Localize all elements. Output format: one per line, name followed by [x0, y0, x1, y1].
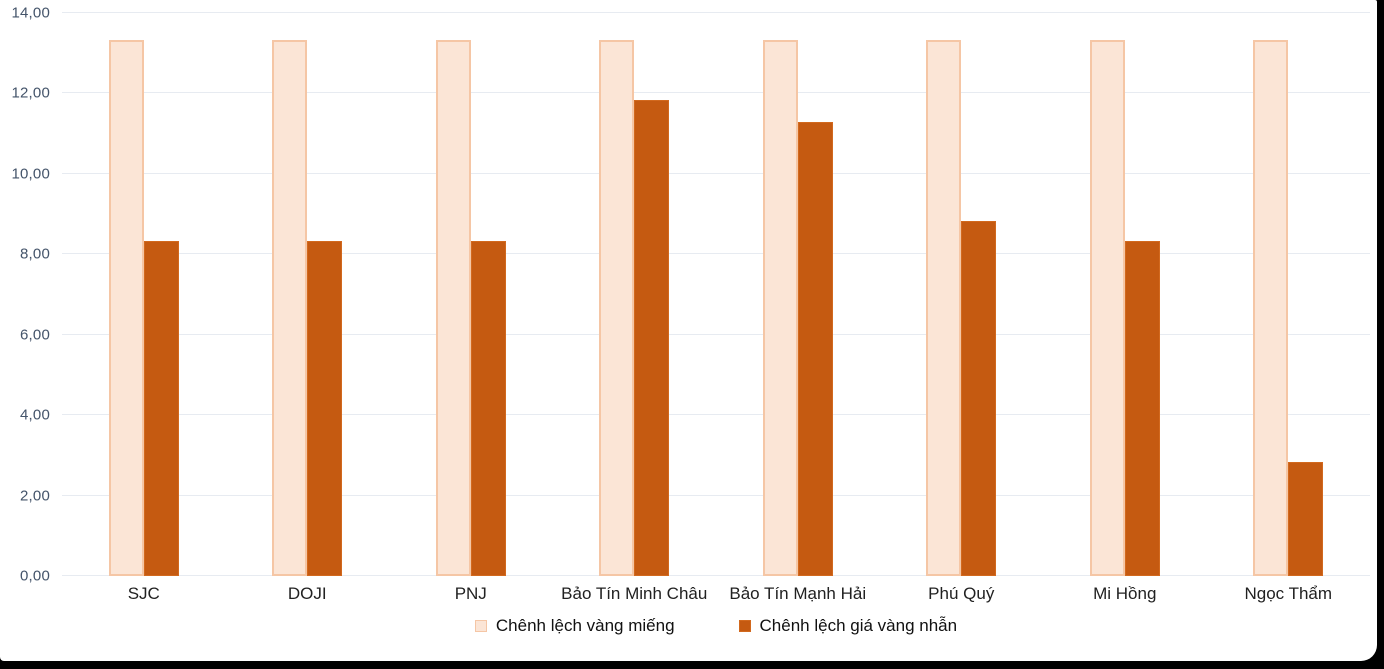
bar-vang-mieng: [272, 39, 308, 576]
y-tick-label: 14,00: [11, 4, 50, 22]
category-label: Phú Quý: [928, 584, 995, 603]
bar-vang-mieng: [108, 39, 144, 576]
y-tick-label: 6,00: [20, 326, 50, 344]
bar-group-7: [1043, 13, 1207, 576]
gridline-8: [62, 253, 1370, 255]
gridline-4: [62, 414, 1370, 416]
gridline-12: [62, 92, 1370, 94]
bar-vang-mieng: [1253, 39, 1289, 576]
bar-group-3: [389, 13, 553, 576]
category-label: SJC: [127, 584, 160, 603]
y-tick-label: 12,00: [11, 84, 50, 102]
bar-vang-nhan: [470, 241, 506, 576]
bar-vang-nhan: [1288, 462, 1324, 576]
bar-vang-mieng: [599, 39, 635, 576]
gridline-2: [62, 494, 1370, 496]
bar-vang-mieng: [762, 39, 798, 576]
legend-label-vang-nhan: Chênh lệch giá vàng nhẫn: [759, 616, 958, 635]
legend-item-vang-mieng: Chênh lệch vàng miếng: [474, 616, 675, 636]
bar-vang-nhan: [307, 241, 343, 576]
category-label: Bảo Tín Minh Châu: [561, 584, 708, 603]
category-label: Bảo Tín Mạnh Hải: [729, 584, 867, 603]
legend: Chênh lệch vàng miếng Chênh lệch giá vàn…: [62, 616, 1370, 636]
bar-vang-mieng: [435, 39, 471, 576]
bar-group-4: [553, 13, 717, 576]
bar-group-6: [880, 13, 1044, 576]
bar-group-8: [1207, 13, 1371, 576]
gridline-14: [62, 12, 1370, 13]
y-axis: 0,00 2,00 4,00 6,00 8,00 10,00 12,00 14,00: [0, 5, 50, 585]
category-label: DOJI: [287, 584, 327, 603]
gridline-10: [62, 172, 1370, 174]
legend-label-vang-mieng: Chênh lệch vàng miếng: [495, 616, 675, 635]
y-tick-label: 10,00: [11, 165, 50, 183]
gridline-0: [62, 575, 1370, 576]
category-label: Ngọc Thẩm: [1244, 584, 1333, 603]
bar-group-1: [62, 13, 226, 576]
legend-swatch-vang-mieng: [474, 620, 487, 632]
y-tick-label: 8,00: [20, 245, 50, 263]
bar-vang-nhan: [797, 122, 833, 576]
x-axis-labels: SJC DOJI PNJ Bảo Tín Minh Châu Bảo Tín Mạnh …: [62, 584, 1370, 608]
bar-vang-nhan: [143, 241, 179, 576]
plot-area: [62, 12, 1371, 576]
y-tick-label: 4,00: [20, 406, 50, 424]
bar-vang-mieng: [1089, 39, 1125, 576]
y-tick-label: 0,00: [20, 567, 50, 585]
gridline-6: [62, 333, 1370, 335]
bar-group-2: [226, 13, 390, 576]
bar-vang-nhan: [1124, 241, 1160, 576]
bar-vang-mieng: [926, 39, 962, 576]
bar-vang-nhan: [961, 220, 997, 576]
category-label: PNJ: [454, 584, 487, 603]
category-label: Mi Hồng: [1093, 584, 1157, 603]
legend-swatch-vang-nhan: [738, 620, 751, 632]
y-tick-label: 2,00: [20, 487, 50, 505]
bar-vang-nhan: [634, 100, 670, 576]
legend-item-vang-nhan: Chênh lệch giá vàng nhẫn: [738, 616, 958, 636]
bar-group-5: [716, 13, 880, 576]
